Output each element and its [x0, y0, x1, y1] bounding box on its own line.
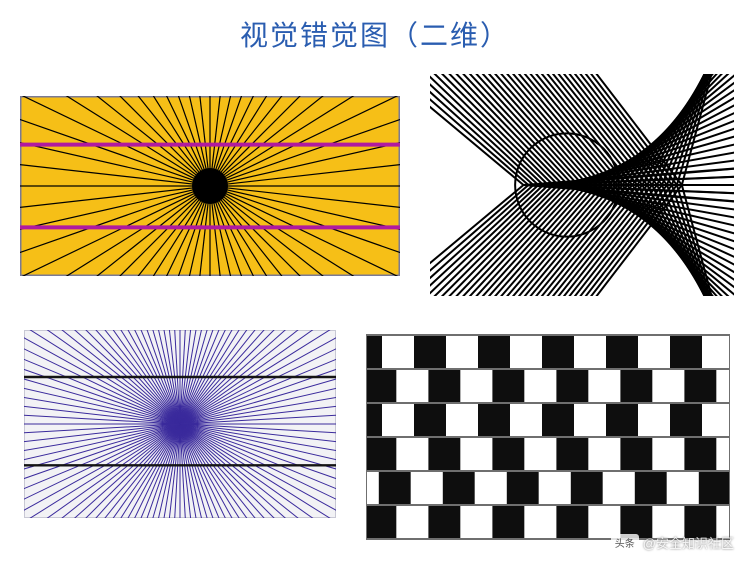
watermark-text: @安全知识社区 [643, 533, 734, 552]
panel-hering-purple [24, 330, 336, 518]
panel-hering-yellow [20, 96, 400, 276]
panel-cafe-wall [366, 334, 730, 540]
panel-chevron-circle [430, 74, 734, 296]
page-title: 视觉错觉图（二维） [0, 0, 750, 54]
watermark: 头条 @安全知识社区 [611, 533, 734, 552]
watermark-badge: 头条 [611, 534, 639, 551]
illusion-grid [20, 90, 730, 544]
